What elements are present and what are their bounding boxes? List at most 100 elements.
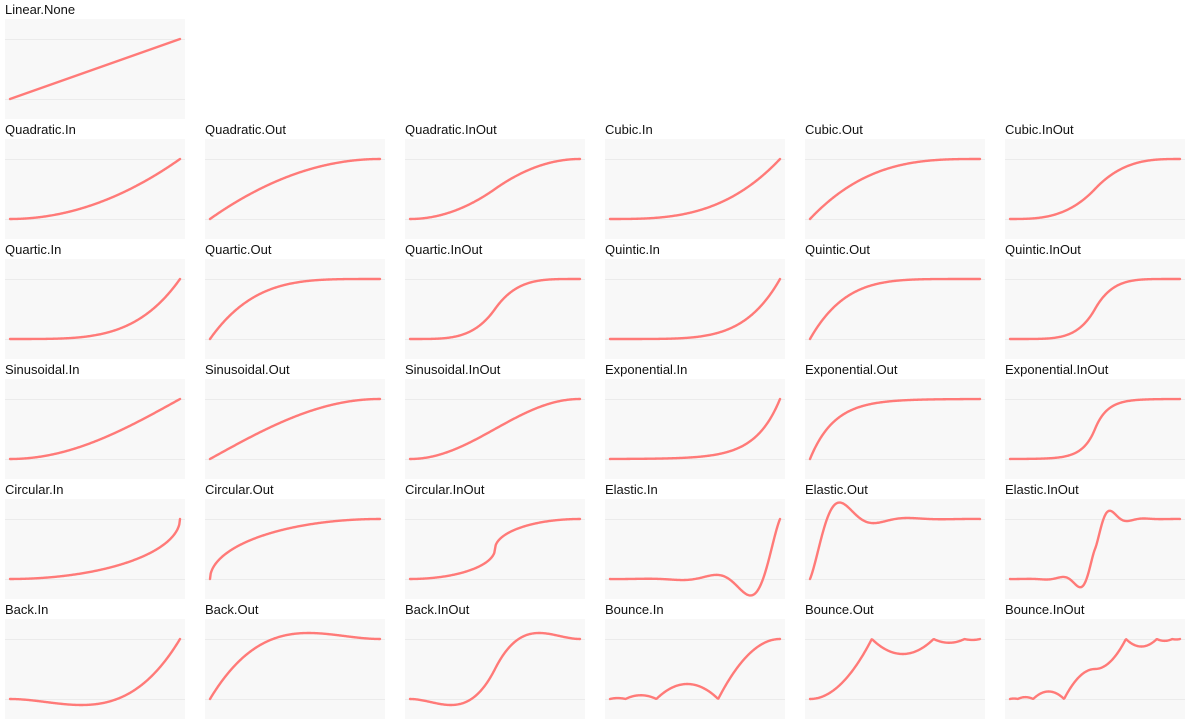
chart-title: Quadratic.Out bbox=[205, 122, 286, 137]
easing-curve bbox=[208, 631, 382, 701]
easing-curve bbox=[608, 157, 782, 221]
easing-curve bbox=[1008, 277, 1182, 341]
chart-cubic-inout: Cubic.InOut bbox=[1005, 122, 1185, 242]
plot-area bbox=[1005, 379, 1185, 479]
plot-area bbox=[205, 259, 385, 359]
chart-circular-inout: Circular.InOut bbox=[405, 482, 585, 602]
chart-quintic-out: Quintic.Out bbox=[805, 242, 985, 362]
plot-area bbox=[205, 139, 385, 239]
easing-curve bbox=[608, 277, 782, 341]
chart-exponential-out: Exponential.Out bbox=[805, 362, 985, 482]
plot-area bbox=[605, 259, 785, 359]
plot-area bbox=[1005, 619, 1185, 719]
easing-curve bbox=[208, 157, 382, 221]
plot-area bbox=[405, 139, 585, 239]
chart-title: Sinusoidal.Out bbox=[205, 362, 290, 377]
chart-cubic-out: Cubic.Out bbox=[805, 122, 985, 242]
easing-curve bbox=[408, 397, 582, 461]
plot-area bbox=[1005, 139, 1185, 239]
plot-area bbox=[405, 499, 585, 599]
chart-bounce-out: Bounce.Out bbox=[805, 602, 985, 722]
chart-title: Elastic.In bbox=[605, 482, 658, 497]
plot-area bbox=[5, 499, 185, 599]
chart-elastic-in: Elastic.In bbox=[605, 482, 785, 602]
chart-title: Circular.In bbox=[5, 482, 64, 497]
chart-sinusoidal-out: Sinusoidal.Out bbox=[205, 362, 385, 482]
chart-back-in: Back.In bbox=[5, 602, 185, 722]
plot-area bbox=[605, 139, 785, 239]
plot-area bbox=[5, 619, 185, 719]
chart-quartic-out: Quartic.Out bbox=[205, 242, 385, 362]
easing-curve bbox=[8, 157, 182, 221]
easing-curve bbox=[808, 501, 982, 581]
chart-title: Sinusoidal.In bbox=[5, 362, 80, 377]
chart-title: Back.InOut bbox=[405, 602, 470, 617]
chart-title: Circular.InOut bbox=[405, 482, 485, 497]
chart-title: Bounce.Out bbox=[805, 602, 874, 617]
easing-curve bbox=[8, 637, 182, 707]
chart-title: Quintic.In bbox=[605, 242, 660, 257]
chart-title: Exponential.InOut bbox=[1005, 362, 1109, 377]
easing-curve bbox=[608, 517, 782, 597]
easing-curve bbox=[808, 277, 982, 341]
easing-curve bbox=[408, 157, 582, 221]
chart-quadratic-inout: Quadratic.InOut bbox=[405, 122, 585, 242]
chart-title: Linear.None bbox=[5, 2, 76, 17]
plot-area bbox=[605, 619, 785, 719]
plot-area bbox=[205, 379, 385, 479]
easing-curve bbox=[1008, 157, 1182, 221]
plot-area bbox=[405, 259, 585, 359]
plot-area bbox=[805, 379, 985, 479]
chart-exponential-inout: Exponential.InOut bbox=[1005, 362, 1185, 482]
chart-title: Quartic.InOut bbox=[405, 242, 483, 257]
plot-area bbox=[605, 499, 785, 599]
chart-back-inout: Back.InOut bbox=[405, 602, 585, 722]
chart-bounce-in: Bounce.In bbox=[605, 602, 785, 722]
plot-area bbox=[1005, 259, 1185, 359]
plot-area bbox=[605, 379, 785, 479]
plot-area bbox=[205, 619, 385, 719]
chart-linear-none: Linear.None bbox=[5, 2, 185, 122]
chart-quintic-inout: Quintic.InOut bbox=[1005, 242, 1185, 362]
easing-curve bbox=[408, 631, 582, 707]
chart-title: Elastic.InOut bbox=[1005, 482, 1079, 497]
chart-title: Quadratic.InOut bbox=[405, 122, 497, 137]
chart-back-out: Back.Out bbox=[205, 602, 385, 722]
plot-area bbox=[805, 499, 985, 599]
chart-title: Back.Out bbox=[205, 602, 259, 617]
chart-title: Quintic.InOut bbox=[1005, 242, 1081, 257]
chart-title: Cubic.Out bbox=[805, 122, 863, 137]
easing-curve bbox=[408, 277, 582, 341]
easing-curve bbox=[8, 517, 182, 581]
easing-curve bbox=[8, 277, 182, 341]
chart-title: Exponential.In bbox=[605, 362, 688, 377]
easing-curve bbox=[808, 157, 982, 221]
plot-area bbox=[5, 139, 185, 239]
chart-title: Quartic.In bbox=[5, 242, 62, 257]
easing-curve bbox=[1008, 637, 1182, 701]
plot-area bbox=[5, 259, 185, 359]
chart-quadratic-out: Quadratic.Out bbox=[205, 122, 385, 242]
easing-curve bbox=[1008, 397, 1182, 461]
chart-quartic-inout: Quartic.InOut bbox=[405, 242, 585, 362]
chart-quintic-in: Quintic.In bbox=[605, 242, 785, 362]
plot-area bbox=[5, 379, 185, 479]
plot-area bbox=[805, 619, 985, 719]
easing-curve bbox=[808, 637, 982, 701]
chart-title: Circular.Out bbox=[205, 482, 274, 497]
easing-curve bbox=[208, 517, 382, 581]
plot-area bbox=[805, 259, 985, 359]
chart-title: Back.In bbox=[5, 602, 49, 617]
chart-title: Exponential.Out bbox=[805, 362, 898, 377]
chart-title: Elastic.Out bbox=[805, 482, 868, 497]
plot-area bbox=[405, 379, 585, 479]
chart-title: Sinusoidal.InOut bbox=[405, 362, 501, 377]
chart-title: Cubic.In bbox=[605, 122, 653, 137]
chart-quartic-in: Quartic.In bbox=[5, 242, 185, 362]
plot-area bbox=[205, 499, 385, 599]
easing-curve bbox=[208, 397, 382, 461]
easing-curve bbox=[208, 277, 382, 341]
easing-curve bbox=[608, 397, 782, 461]
chart-title: Quartic.Out bbox=[205, 242, 272, 257]
chart-sinusoidal-inout: Sinusoidal.InOut bbox=[405, 362, 585, 482]
